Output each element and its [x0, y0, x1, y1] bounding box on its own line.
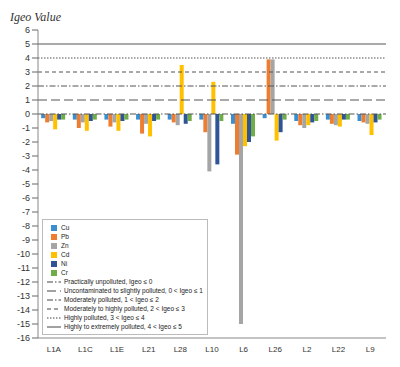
svg-text:L2: L2: [302, 345, 311, 354]
html-text:Moderately polluted, 1 < Igeo: Moderately polluted, 1 < Igeo ≤ 2: [64, 296, 159, 303]
svg-text:L1A: L1A: [47, 345, 62, 354]
svg-text:-5: -5: [22, 179, 30, 189]
html-text:Highly polluted, 3 < Igeo ≤ 4: Highly polluted, 3 < Igeo ≤ 4: [64, 314, 145, 321]
svg-text:1: 1: [25, 95, 30, 105]
html-text:Uncontaminated to slightly pol: Uncontaminated to slightly polluted, 0 <…: [64, 287, 203, 294]
svg-text:L1C: L1C: [78, 345, 93, 354]
html-text:Zn: Zn: [61, 242, 69, 249]
svg-text:6: 6: [25, 25, 30, 35]
html-text:Ni: Ni: [61, 260, 68, 267]
svg-text:-14: -14: [17, 305, 30, 315]
svg-text:L28: L28: [174, 345, 188, 354]
svg-text:3: 3: [25, 67, 30, 77]
svg-text:-7: -7: [22, 207, 30, 217]
svg-text:0: 0: [25, 109, 30, 119]
svg-text:-4: -4: [22, 165, 30, 175]
svg-text:L6: L6: [239, 345, 248, 354]
svg-text:-2: -2: [22, 137, 30, 147]
svg-text:-1: -1: [22, 123, 30, 133]
svg-text:-11: -11: [18, 263, 30, 273]
svg-text:-6: -6: [22, 193, 30, 203]
svg-text:-12: -12: [17, 277, 30, 287]
svg-text:-10: -10: [17, 249, 30, 259]
svg-text:-16: -16: [17, 333, 30, 343]
svg-text:-13: -13: [17, 291, 30, 301]
svg-text:L9: L9: [366, 345, 375, 354]
svg-text:L1E: L1E: [110, 345, 124, 354]
svg-text:L22: L22: [332, 345, 346, 354]
svg-text:-9: -9: [22, 235, 30, 245]
svg-text:L21: L21: [142, 345, 156, 354]
html-text:Igeo Value: Igeo Value: [10, 10, 61, 24]
svg-text:2: 2: [25, 81, 30, 91]
svg-text:5: 5: [25, 39, 30, 49]
svg-text:4: 4: [25, 53, 30, 63]
svg-text:-15: -15: [17, 319, 30, 329]
html-text:Practically unpolluted, Igeo ≤: Practically unpolluted, Igeo ≤ 0: [64, 278, 153, 285]
html-text:Pb: Pb: [61, 233, 69, 240]
html-text:Cr: Cr: [61, 269, 68, 276]
svg-text:-3: -3: [22, 151, 30, 161]
svg-text:L10: L10: [205, 345, 219, 354]
html-text:Moderately to highly polluted,: Moderately to highly polluted, 2 < Igeo …: [64, 305, 185, 312]
svg-text:-8: -8: [22, 221, 30, 231]
svg-text:L26: L26: [269, 345, 283, 354]
html-text:Cd: Cd: [61, 251, 70, 258]
html-text:Highly to extremely polluted,: Highly to extremely polluted, 4 < Igeo ≤…: [64, 323, 182, 330]
html-text:Cu: Cu: [61, 224, 70, 231]
